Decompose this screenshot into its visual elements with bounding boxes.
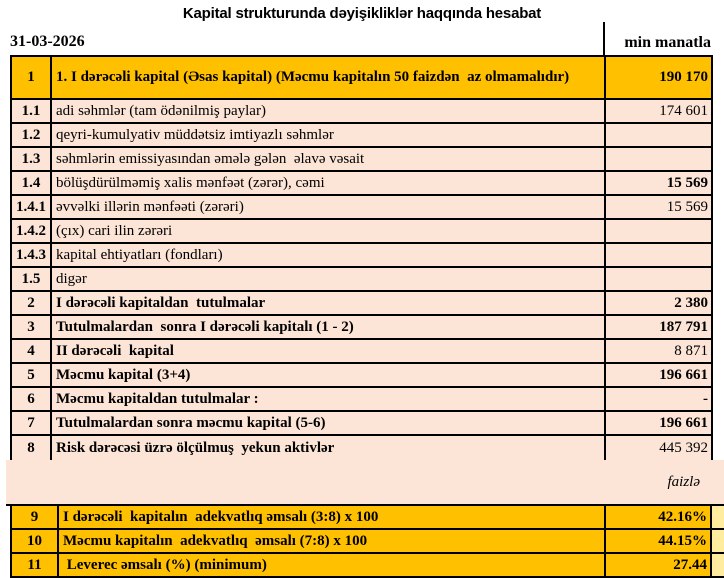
row-number-cell: 1.2 (12, 124, 52, 146)
ratio-table-row: 11 Leverec əmsalı (%) (minimum) 27.44 (12, 554, 724, 578)
table-row: 1.4.2 (çıx) cari ilin zərəri (12, 220, 711, 244)
row-label-cell: Risk dərəcəsi üzrə ölçülmuş yekun aktivl… (52, 436, 606, 460)
row-number-cell: 1.5 (12, 268, 52, 290)
row-number-cell: 9 (12, 506, 59, 528)
row-label-cell: 1. I dərəcəli kapital (Əsas kapital) (Mə… (52, 57, 606, 98)
row-label-cell: I dərəcəli kapitaldan tutulmalar (52, 292, 606, 314)
row-number-cell: 1.1 (12, 100, 52, 122)
row-label-cell: kapital ehtiyatları (fondları) (52, 244, 606, 266)
row-number-cell: 11 (12, 554, 59, 576)
row-label-cell: səhmlərin emissiyasından əmələ gələn əla… (52, 148, 606, 170)
row-label-cell: Məcmu kapitalın adekvatlıq əmsalı (7:8) … (59, 530, 606, 552)
table-row: 7 Tutulmalardan sonra məcmu kapital (5-6)… (12, 412, 711, 436)
row-value-cell: 187 791 (659, 318, 708, 335)
unit-label-cell: min manatla (603, 22, 713, 55)
table-row: 3 Tutulmalardan sonra I dərəcəli kapitalı… (12, 316, 711, 340)
row-label-cell: qeyri-kumulyativ müddətsiz imtiyazlı səh… (52, 124, 606, 146)
table-row: 1.2 qeyri-kumulyativ müddətsiz imtiyazlı … (12, 124, 711, 148)
row-label-cell: digər (52, 268, 606, 290)
row-value-cell: 196 661 (659, 414, 708, 431)
row-value-cell (606, 148, 711, 170)
row-number-cell: 6 (12, 388, 52, 410)
cutoff-column-strip (710, 530, 724, 552)
row-value-cell: 44.15% (658, 532, 707, 549)
row-label-cell: II dərəcəli kapital (52, 340, 606, 362)
row-value-cell: 8 871 (674, 342, 708, 359)
row-value-cell (606, 220, 711, 242)
percent-spacer-row: faizlə (6, 460, 724, 506)
row-number-cell: 1.4 (12, 172, 52, 194)
unit-label: min manatla (624, 34, 711, 51)
table-row: 1.4.1 əvvəlki illərin mənfəəti (zərəri) 15… (12, 196, 711, 220)
row-number-cell: 10 (12, 530, 59, 552)
row-value-cell (606, 124, 711, 146)
capital-structure-table: 1 1. I dərəcəli kapital (Əsas kapital) (M… (10, 55, 713, 462)
row-value-cell (606, 268, 711, 290)
row-number-cell: 3 (12, 316, 52, 338)
row-label-cell: Leverec əmsalı (%) (minimum) (59, 554, 606, 576)
table-row: 1.4.3 kapital ehtiyatları (fondları) (12, 244, 711, 268)
row-label-cell: Məcmu kapital (3+4) (52, 364, 606, 386)
table-row: 1.1 adi səhmlər (tam ödənilmiş paylar) 174… (12, 100, 711, 124)
row-value-cell: 15 569 (666, 174, 708, 191)
row-number-cell: 2 (12, 292, 52, 314)
table-row: 8 Risk dərəcəsi üzrə ölçülmuş yekun aktiv… (12, 436, 711, 460)
row-number-cell: 1.3 (12, 148, 52, 170)
table-row: 4 II dərəcəli kapital 8 871 (12, 340, 711, 364)
row-label-cell: əvvəlki illərin mənfəəti (zərəri) (52, 196, 606, 218)
report-header-row: 31-03-2026 min manatla (0, 20, 713, 55)
row-value-cell: 27.44 (673, 556, 707, 573)
row-label-cell: Tutulmalardan sonra I dərəcəli kapitalı … (52, 316, 606, 338)
table-row: 1.5 digər (12, 268, 711, 292)
row-value-cell: 15 569 (666, 198, 708, 215)
row-label-cell: (çıx) cari ilin zərəri (52, 220, 606, 242)
row-value-cell: 2 380 (674, 294, 708, 311)
row-number-cell: 5 (12, 364, 52, 386)
row-number-cell: 1.4.1 (12, 196, 52, 218)
row-number-cell: 4 (12, 340, 52, 362)
page-title: Kapital strukturunda dəyişikliklər haqqı… (182, 5, 542, 22)
row-label-cell: Tutulmalardan sonra məcmu kapital (5-6) (52, 412, 606, 434)
table-row: 1.4 bölüşdürülməmiş xalis mənfəət (zərər)… (12, 172, 711, 196)
row-value-cell: - (703, 390, 708, 407)
table-row: 1 1. I dərəcəli kapital (Əsas kapital) (M… (12, 57, 711, 100)
row-number-cell: 8 (12, 436, 52, 460)
row-label-cell: Məcmu kapitaldan tutulmalar : (52, 388, 606, 410)
row-label-cell: bölüşdürülməmiş xalis mənfəət (zərər), c… (52, 172, 606, 194)
row-value-cell: 190 170 (659, 69, 708, 85)
row-number-cell: 1 (12, 57, 52, 98)
row-number-cell: 7 (12, 412, 52, 434)
percent-unit-label: faizlə (667, 473, 701, 490)
row-number-cell: 1.4.3 (12, 244, 52, 266)
table-row: 1.3 səhmlərin emissiyasından əmələ gələn … (12, 148, 711, 172)
table-row: 5 Məcmu kapital (3+4) 196 661 (12, 364, 711, 388)
row-value-cell: 196 661 (659, 366, 708, 383)
row-number-cell: 1.4.2 (12, 220, 52, 242)
cutoff-column-strip (710, 506, 724, 528)
row-label-cell: I dərəcəli kapitalın adekvatlıq əmsalı (… (59, 506, 606, 528)
report-date: 31-03-2026 (10, 33, 85, 50)
cutoff-column-strip (710, 554, 724, 576)
row-value-cell: 42.16% (658, 508, 707, 525)
row-label-cell: adi səhmlər (tam ödənilmiş paylar) (52, 100, 606, 122)
row-value-cell: 174 601 (659, 102, 708, 119)
row-value-cell: 445 392 (659, 439, 708, 456)
row-value-cell (606, 244, 711, 266)
ratio-table-row: 10 Məcmu kapitalın adekvatlıq əmsalı (7:8… (12, 530, 724, 554)
table-row: 6 Məcmu kapitaldan tutulmalar : - (12, 388, 711, 412)
